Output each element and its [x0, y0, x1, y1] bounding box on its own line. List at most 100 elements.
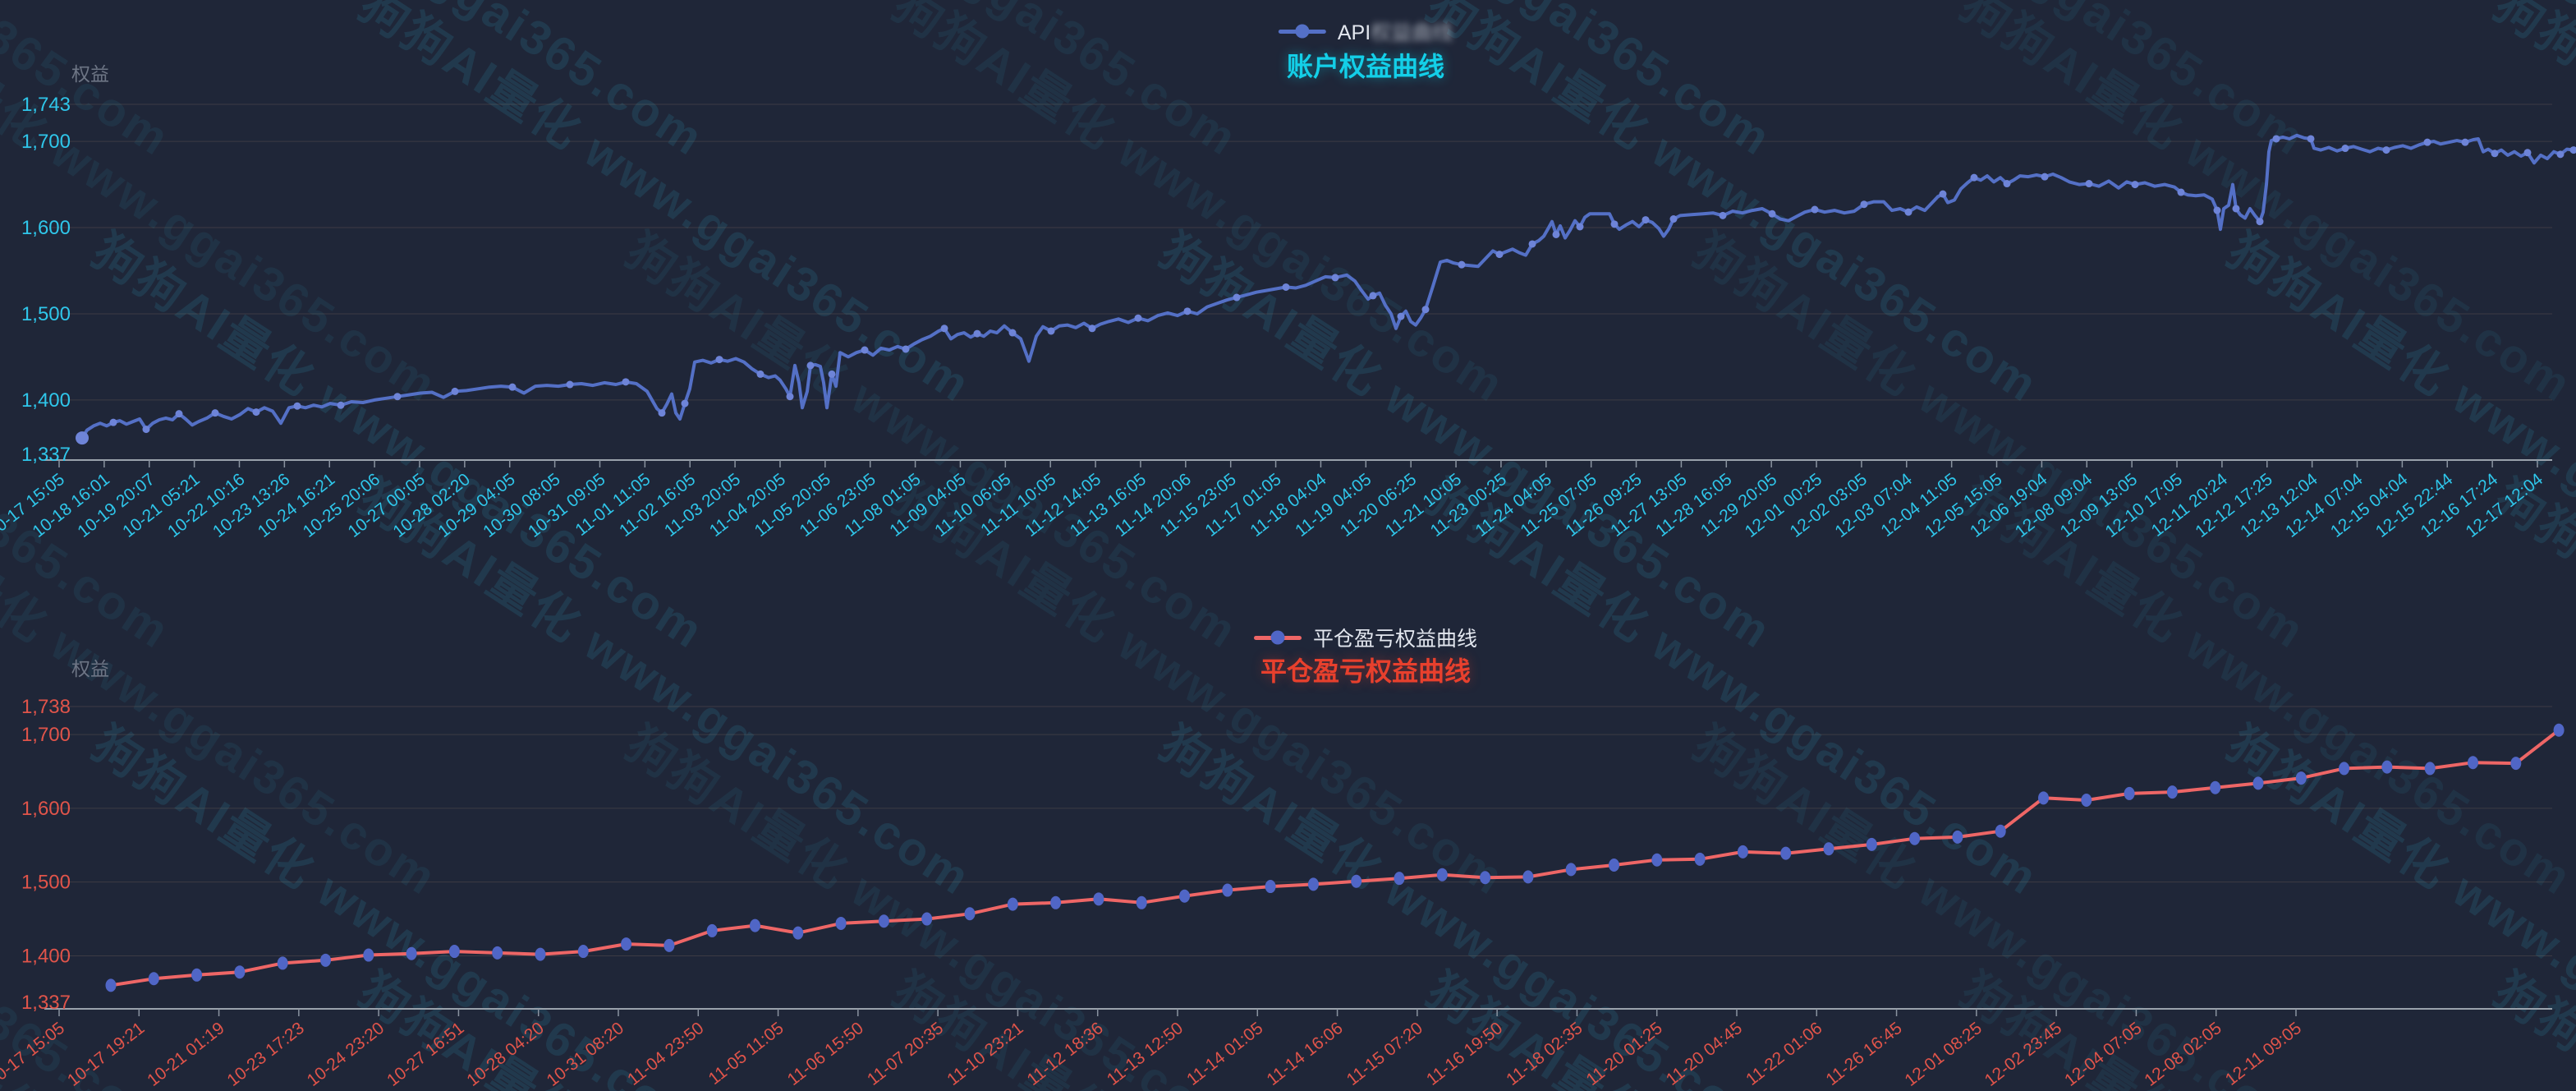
data-point[interactable]	[1495, 251, 1504, 259]
data-point[interactable]	[1719, 211, 1727, 219]
data-point[interactable]	[1179, 889, 1190, 903]
data-point[interactable]	[1351, 874, 1362, 888]
data-point[interactable]	[2081, 794, 2092, 808]
data-point[interactable]	[406, 946, 417, 960]
data-point[interactable]	[973, 329, 981, 338]
data-point[interactable]	[535, 947, 546, 961]
data-point[interactable]	[621, 937, 632, 951]
data-point[interactable]	[1610, 220, 1619, 228]
data-point[interactable]	[1609, 859, 1619, 872]
data-point[interactable]	[756, 370, 765, 378]
data-point[interactable]	[2381, 760, 2393, 774]
data-point[interactable]	[2041, 173, 2049, 181]
data-point[interactable]	[1642, 216, 1650, 224]
data-point[interactable]	[337, 401, 345, 409]
data-point[interactable]	[1088, 325, 1096, 333]
data-point[interactable]	[1552, 230, 1560, 238]
data-point[interactable]	[2556, 150, 2565, 159]
data-point[interactable]	[1995, 824, 2006, 838]
data-point[interactable]	[715, 356, 723, 364]
closed-pnl-legend[interactable]: 平仓盈亏权益曲线	[1253, 623, 1477, 652]
data-point[interactable]	[393, 393, 402, 401]
data-point[interactable]	[806, 361, 815, 370]
data-point[interactable]	[2166, 785, 2178, 799]
data-point[interactable]	[566, 380, 574, 389]
data-point[interactable]	[2382, 146, 2390, 154]
data-point[interactable]	[175, 410, 183, 418]
data-point[interactable]	[940, 325, 948, 333]
data-point[interactable]	[320, 953, 331, 967]
data-point[interactable]	[1970, 173, 1978, 182]
series-line[interactable]	[109, 728, 2561, 987]
data-point[interactable]	[2038, 791, 2049, 805]
data-point[interactable]	[1282, 283, 1290, 291]
data-point[interactable]	[234, 965, 246, 979]
data-point[interactable]	[1007, 897, 1018, 911]
data-point[interactable]	[1047, 327, 1055, 335]
data-point[interactable]	[277, 956, 288, 970]
data-point[interactable]	[1811, 205, 1819, 214]
data-point[interactable]	[2295, 771, 2307, 785]
data-point[interactable]	[448, 945, 460, 959]
data-point[interactable]	[1860, 200, 1868, 209]
data-point[interactable]	[492, 946, 503, 960]
data-point[interactable]	[1522, 870, 1534, 884]
data-point[interactable]	[835, 916, 847, 930]
data-point[interactable]	[786, 393, 794, 401]
data-point[interactable]	[1136, 895, 1147, 909]
data-point[interactable]	[2256, 218, 2264, 226]
data-point[interactable]	[191, 968, 203, 982]
data-point[interactable]	[2210, 780, 2221, 794]
data-point[interactable]	[363, 948, 374, 962]
data-point[interactable]	[2569, 146, 2576, 154]
data-point[interactable]	[577, 945, 589, 959]
data-point[interactable]	[2523, 149, 2532, 157]
data-point[interactable]	[1939, 190, 1947, 198]
data-point[interactable]	[1436, 868, 1448, 882]
data-point[interactable]	[1050, 895, 1062, 909]
data-point[interactable]	[1134, 314, 1142, 322]
data-point[interactable]	[2423, 138, 2431, 146]
data-point[interactable]	[1528, 240, 1536, 248]
data-point[interactable]	[658, 409, 666, 417]
data-point[interactable]	[2468, 756, 2478, 770]
data-point[interactable]	[1909, 831, 1921, 845]
data-point[interactable]	[105, 978, 117, 992]
data-point[interactable]	[2461, 138, 2469, 146]
data-point[interactable]	[1093, 892, 1104, 906]
data-point[interactable]	[1008, 329, 1017, 337]
data-point[interactable]	[2124, 786, 2135, 800]
data-point[interactable]	[1369, 292, 1377, 300]
data-point[interactable]	[148, 972, 159, 986]
data-point[interactable]	[1397, 312, 1405, 320]
data-point[interactable]	[1780, 846, 1792, 860]
data-point[interactable]	[964, 907, 976, 921]
data-point[interactable]	[1265, 880, 1276, 894]
data-point[interactable]	[2341, 145, 2349, 153]
data-point[interactable]	[142, 426, 150, 434]
data-point[interactable]	[1233, 293, 1241, 302]
data-point[interactable]	[1394, 872, 1405, 886]
data-point[interactable]	[1669, 215, 1678, 223]
data-point-first[interactable]	[76, 431, 89, 445]
data-point[interactable]	[1768, 209, 1776, 218]
data-point[interactable]	[2424, 762, 2436, 776]
data-point[interactable]	[921, 912, 933, 926]
data-point[interactable]	[1694, 852, 1706, 866]
data-point[interactable]	[750, 918, 760, 932]
data-point[interactable]	[508, 383, 517, 391]
data-point[interactable]	[2491, 150, 2499, 158]
data-point[interactable]	[1307, 877, 1319, 891]
data-point[interactable]	[1222, 883, 1233, 897]
series-line[interactable]	[80, 133, 2575, 440]
data-point[interactable]	[2213, 206, 2221, 214]
data-point[interactable]	[664, 938, 675, 952]
data-point[interactable]	[1331, 274, 1339, 282]
data-point[interactable]	[1480, 871, 1491, 885]
data-point[interactable]	[2003, 180, 2011, 188]
data-point[interactable]	[1737, 845, 1748, 859]
data-point[interactable]	[1458, 260, 1466, 269]
data-point[interactable]	[293, 402, 301, 410]
data-point[interactable]	[861, 346, 869, 354]
